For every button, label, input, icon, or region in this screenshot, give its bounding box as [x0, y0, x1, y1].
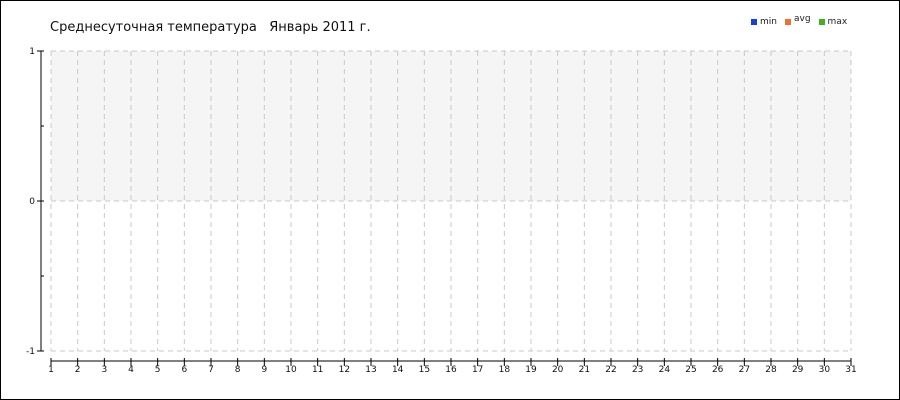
x-tick-label: 3	[101, 365, 107, 375]
x-tick-label: 23	[632, 365, 643, 375]
x-tick-label: 7	[208, 365, 214, 375]
legend-item-avg: avg	[784, 14, 811, 25]
x-tick-label: 1	[48, 365, 54, 375]
x-tick-label: 11	[312, 365, 323, 375]
x-tick-label: 17	[472, 365, 483, 375]
legend-label-avg: avg	[793, 14, 811, 24]
x-tick-label: 25	[685, 365, 696, 375]
x-tick-label: 26	[712, 365, 724, 375]
x-tick-label: 31	[845, 365, 856, 375]
legend-item-min: min	[751, 17, 777, 27]
x-tick-label: 18	[499, 365, 511, 375]
x-tick-label: 12	[339, 365, 350, 375]
legend-swatch-avg	[784, 19, 791, 25]
x-tick-label: 5	[155, 365, 161, 375]
x-tick-label: 24	[659, 365, 671, 375]
y-tick-label: 0	[29, 197, 35, 207]
y-tick-label: 1	[29, 47, 35, 57]
x-tick-label: 30	[819, 365, 831, 375]
x-tick-label: 27	[739, 365, 750, 375]
x-tick-label: 9	[261, 365, 267, 375]
x-tick-label: 16	[445, 365, 457, 375]
x-tick-label: 14	[392, 365, 404, 375]
legend-item-max: max	[818, 17, 848, 27]
x-tick-label: 8	[235, 365, 241, 375]
chart-title: Среднесуточная температура Январь 2011 г…	[50, 20, 371, 35]
x-tick-label: 4	[128, 365, 134, 375]
legend: min avg max	[751, 14, 848, 27]
x-tick-label: 29	[792, 365, 804, 375]
x-tick-label: 13	[365, 365, 376, 375]
x-tick-label: 19	[525, 365, 537, 375]
x-tick-label: 20	[552, 365, 564, 375]
x-tick-label: 22	[605, 365, 616, 375]
legend-swatch-min	[751, 19, 757, 25]
legend-label-min: min	[760, 17, 777, 27]
x-tick-label: 21	[579, 365, 590, 375]
legend-label-max: max	[827, 17, 848, 27]
x-tick-label: 2	[75, 365, 81, 375]
y-tick-label: -1	[26, 347, 35, 357]
x-tick-label: 10	[285, 365, 297, 375]
x-tick-label: 28	[765, 365, 777, 375]
x-tick-label: 15	[419, 365, 430, 375]
legend-swatch-max	[818, 19, 825, 25]
x-tick-label: 6	[181, 365, 187, 375]
